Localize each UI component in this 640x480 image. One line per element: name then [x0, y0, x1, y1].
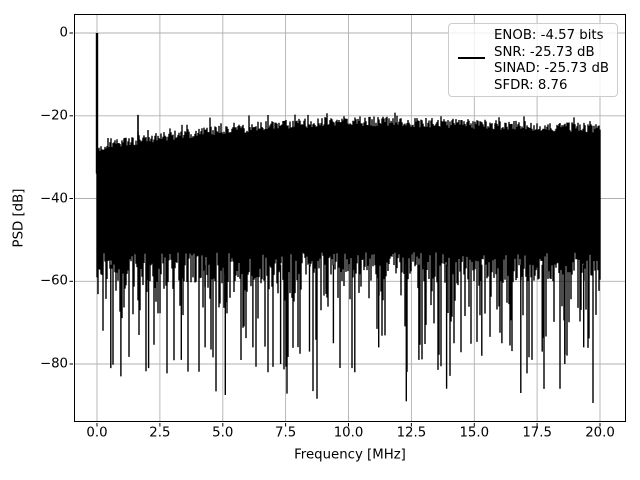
x-tick-label: 0.0 [86, 425, 108, 441]
x-tick-label: 15.0 [459, 425, 490, 441]
y-tick-label: −40 [39, 190, 68, 206]
psd-deep-nulls [110, 264, 585, 402]
x-tick-label: 10.0 [333, 425, 364, 441]
x-tick-label: 2.5 [149, 425, 171, 441]
legend-text: ENOB: -4.57 bits SNR: -25.73 dB SINAD: -… [494, 28, 609, 94]
y-tick-label: −80 [39, 356, 68, 372]
y-tick-label: −20 [39, 108, 68, 124]
y-tick-label: −60 [39, 273, 68, 289]
legend-sfdr: SFDR: 8.76 [494, 77, 568, 93]
x-axis-label: Frequency [MHz] [294, 447, 406, 463]
axes-border [74, 14, 626, 422]
x-tick-label: 12.5 [396, 425, 427, 441]
tick-marks [69, 32, 601, 427]
legend-enob: ENOB: -4.57 bits [494, 28, 604, 43]
x-tick-label: 7.5 [275, 425, 297, 441]
x-tick-label: 20.0 [585, 425, 615, 441]
psd-noise-trace [96, 112, 601, 403]
legend-line-sample-icon [458, 57, 485, 59]
legend: ENOB: -4.57 bits SNR: -25.73 dB SINAD: -… [448, 23, 618, 97]
x-tick-label: 5.0 [212, 425, 234, 441]
y-tick-label: 0 [59, 25, 68, 41]
x-tick-label: 17.5 [522, 425, 552, 441]
legend-sinad: SINAD: -25.73 dB [494, 61, 610, 77]
legend-snr: SNR: -25.73 dB [494, 44, 595, 60]
